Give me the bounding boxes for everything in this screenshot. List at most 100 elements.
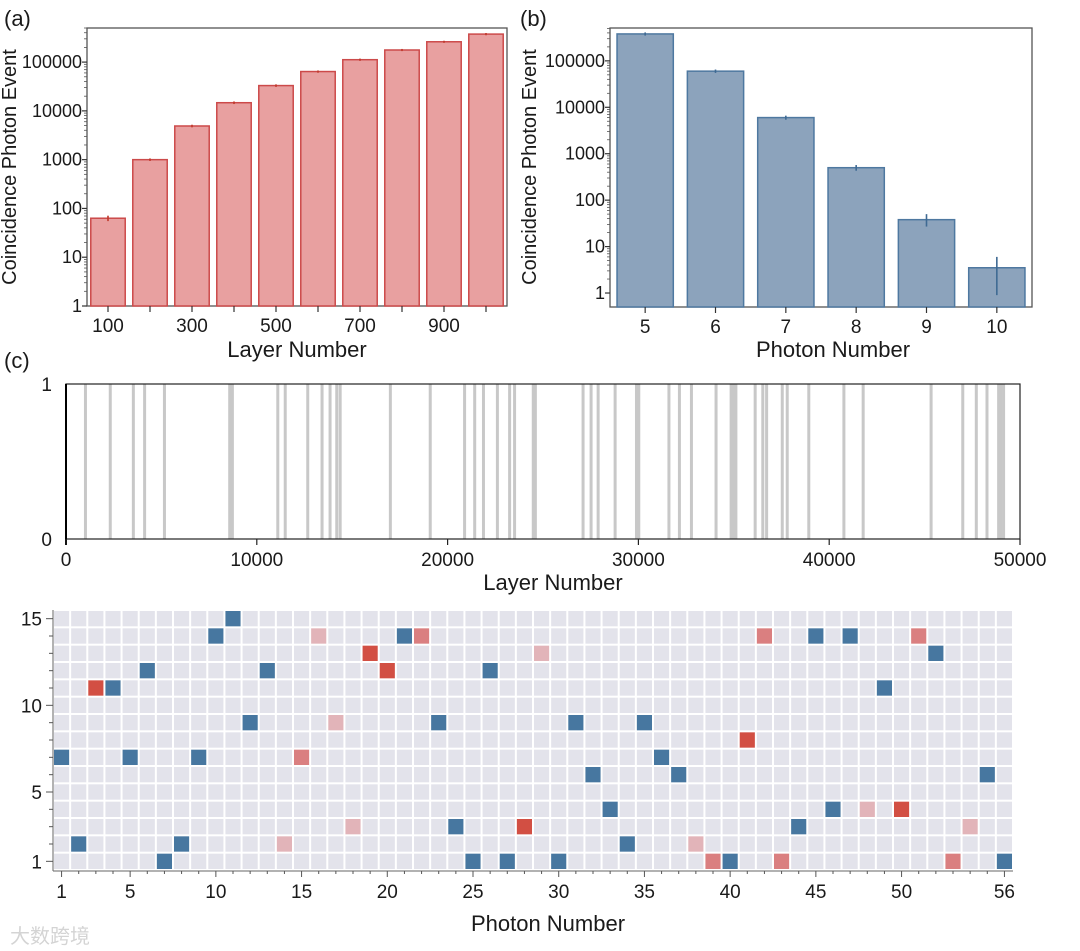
heatmap-cell-empty (88, 836, 104, 852)
heatmap-cell-empty (311, 611, 327, 627)
heatmap-cell-empty (551, 645, 567, 661)
heatmap-cell-empty (654, 680, 670, 696)
heatmap-cell-empty (688, 611, 704, 627)
panel-c-ytick-label: 1 (41, 375, 52, 396)
heatmap-cell-empty (842, 715, 858, 731)
heatmap-cell-empty (876, 853, 892, 869)
heatmap-cell-empty (945, 715, 961, 731)
panel-c-event-line (428, 384, 432, 539)
heatmap-cell-empty (225, 645, 241, 661)
heatmap-cell-empty (671, 645, 687, 661)
panel-c-event-line (328, 384, 332, 539)
heatmap-cell-empty (139, 732, 155, 748)
heatmap-cell-empty (705, 628, 721, 644)
heatmap-cell-empty (585, 819, 601, 835)
heatmap-cell-empty (516, 749, 532, 765)
heatmap-cell-empty (482, 784, 498, 800)
heatmap-cell-empty (979, 801, 995, 817)
heatmap-cell-empty (139, 767, 155, 783)
heatmap-cell-empty (842, 749, 858, 765)
heatmap-cell-empty (328, 853, 344, 869)
heatmap-cell-empty (722, 836, 738, 852)
heatmap-cell-empty (54, 819, 70, 835)
heatmap-cell-empty (448, 732, 464, 748)
heatmap-cell-empty (139, 853, 155, 869)
heatmap-cell-light (311, 628, 327, 644)
heatmap-cell-blue (928, 645, 944, 661)
heatmap-cell-empty (225, 663, 241, 679)
heatmap-cell-empty (105, 645, 121, 661)
heatmap-cell-empty (894, 767, 910, 783)
heatmap-cell-empty (105, 732, 121, 748)
heatmap-cell-empty (345, 611, 361, 627)
heatmap-cell-empty (362, 732, 378, 748)
heatmap-cell-blue (791, 819, 807, 835)
heatmap-cell-empty (551, 801, 567, 817)
heatmap-cell-empty (534, 697, 550, 713)
panel-a-bar (90, 217, 126, 307)
heatmap-xtick-label: 35 (634, 882, 655, 903)
heatmap-cell-empty (208, 611, 224, 627)
heatmap-cell-empty (105, 749, 121, 765)
heatmap-cell-empty (911, 732, 927, 748)
heatmap-cell-empty (71, 749, 87, 765)
heatmap-cell-blue (225, 611, 241, 627)
heatmap-cell-blue (602, 801, 618, 817)
heatmap-cell-empty (928, 749, 944, 765)
heatmap-cell-empty (722, 749, 738, 765)
heatmap-cell-medium (756, 628, 772, 644)
heatmap-cell-empty (739, 715, 755, 731)
heatmap-cell-empty (328, 663, 344, 679)
heatmap-cell-empty (122, 819, 138, 835)
heatmap-cell-empty (414, 784, 430, 800)
heatmap-cell-empty (534, 663, 550, 679)
heatmap-cell-empty (242, 853, 258, 869)
heatmap-cell-empty (859, 732, 875, 748)
heatmap-cell-empty (105, 801, 121, 817)
heatmap-cell-empty (122, 784, 138, 800)
heatmap-cell-empty (191, 853, 207, 869)
heatmap-cell-empty (396, 680, 412, 696)
heatmap-cell-empty (139, 784, 155, 800)
heatmap-cell-empty (671, 836, 687, 852)
heatmap-cell-empty (328, 697, 344, 713)
heatmap-cell-empty (105, 715, 121, 731)
heatmap-cell-empty (671, 715, 687, 731)
heatmap-cell-empty (516, 784, 532, 800)
heatmap-cell-empty (139, 628, 155, 644)
heatmap-cell-empty (276, 767, 292, 783)
heatmap-cell-empty (876, 767, 892, 783)
heatmap-cell-empty (585, 853, 601, 869)
heatmap-cell-empty (54, 836, 70, 852)
heatmap-cell-empty (928, 801, 944, 817)
heatmap-cell-empty (602, 732, 618, 748)
heatmap-cell-empty (122, 836, 138, 852)
panel-c-event-line (335, 384, 339, 539)
heatmap-cell-empty (191, 801, 207, 817)
heatmap-cell-empty (756, 767, 772, 783)
heatmap-cell-empty (379, 715, 395, 731)
heatmap-cell-empty (808, 819, 824, 835)
heatmap-cell-empty (722, 767, 738, 783)
heatmap-cell-blue (568, 715, 584, 731)
heatmap-cell-empty (654, 767, 670, 783)
panel-a-xtick-label: 900 (428, 316, 460, 337)
heatmap-cell-empty (88, 853, 104, 869)
heatmap-cell-empty (414, 732, 430, 748)
heatmap-cell-empty (379, 645, 395, 661)
heatmap-cell-empty (276, 749, 292, 765)
heatmap-cell-empty (54, 732, 70, 748)
heatmap-cell-empty (894, 749, 910, 765)
heatmap-cell-empty (636, 628, 652, 644)
heatmap-cell-empty (448, 697, 464, 713)
heatmap-cell-empty (259, 645, 275, 661)
heatmap-cell-empty (362, 697, 378, 713)
heatmap-cell-empty (636, 611, 652, 627)
heatmap-cell-empty (688, 749, 704, 765)
heatmap-cell-empty (499, 697, 515, 713)
heatmap-cell-empty (88, 749, 104, 765)
panel-c-event-line (495, 384, 499, 539)
heatmap-cell-empty (654, 836, 670, 852)
panel-c-event-line (388, 384, 392, 539)
panel-c-event-line (714, 384, 718, 539)
